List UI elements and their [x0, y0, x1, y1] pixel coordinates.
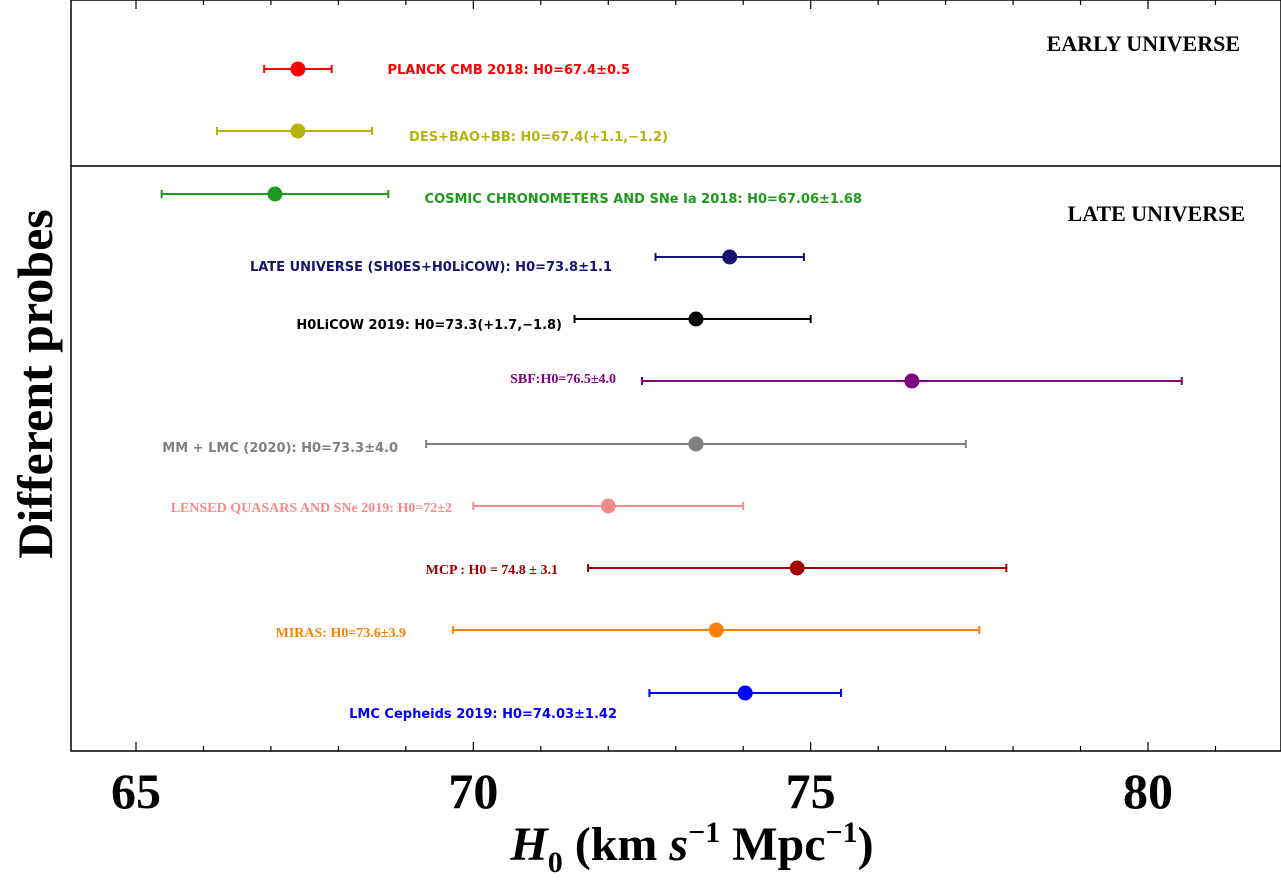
x-axis-title-s: s	[668, 818, 688, 871]
region-label-late: LATE UNIVERSE	[1068, 201, 1245, 226]
measurement-6: SBF:H0=76.5±4.0	[510, 372, 1183, 389]
measurement-10: MIRAS: H0=73.6±3.9	[276, 622, 981, 641]
measurement-label: SBF:H0=76.5±4.0	[510, 372, 616, 387]
measurement-5: H0LiCOW 2019: H0=73.3(+1.7,−1.8)	[296, 311, 812, 333]
x-axis-title-close: )	[858, 818, 874, 871]
data-point	[600, 498, 616, 514]
data-point	[267, 186, 283, 202]
data-point	[904, 373, 920, 389]
data-point	[708, 622, 724, 638]
x-tick-label: 75	[786, 763, 836, 819]
data-point	[688, 311, 704, 327]
x-tick-label: 65	[111, 763, 161, 819]
plot-frame	[70, 0, 1281, 752]
x-axis-title-units-a: (km	[563, 818, 670, 871]
data-point	[290, 123, 306, 139]
measurement-label: MM + LMC (2020): H0=73.3±4.0	[162, 441, 398, 456]
x-axis-title-sup-1: −1	[688, 816, 720, 849]
measurement-label: LATE UNIVERSE (SH0ES+H0LiCOW): H0=73.8±1…	[250, 260, 612, 275]
x-axis-title-symbol: H	[509, 818, 549, 871]
measurement-7: MM + LMC (2020): H0=73.3±4.0	[162, 436, 967, 456]
measurement-9: MCP : H0 = 74.8 ± 3.1	[426, 560, 1008, 578]
measurement-8: LENSED QUASARS AND SNe 2019: H0=72±2	[171, 498, 745, 516]
x-tick-label: 70	[448, 763, 498, 819]
data-point	[290, 61, 306, 77]
measurement-label: PLANCK CMB 2018: H0=67.4±0.5	[387, 63, 630, 78]
measurement-label: LENSED QUASARS AND SNe 2019: H0=72±2	[171, 501, 452, 516]
measurements: PLANCK CMB 2018: H0=67.4±0.5 DES+BAO+BB: …	[160, 61, 1183, 722]
x-axis-title-subscript: 0	[548, 846, 563, 879]
measurement-label: COSMIC CHRONOMETERS AND SNe Ia 2018: H0=…	[425, 192, 862, 207]
x-axis-ticks: 65 70 75 80	[111, 0, 1217, 819]
measurement-label: MCP : H0 = 74.8 ± 3.1	[426, 563, 558, 578]
x-axis-title-units-b: Mpc	[720, 818, 825, 871]
measurement-label: H0LiCOW 2019: H0=73.3(+1.7,−1.8)	[296, 318, 562, 333]
measurement-label: DES+BAO+BB: H0=67.4(+1.1,−1.2)	[409, 130, 668, 145]
measurement-2: DES+BAO+BB: H0=67.4(+1.1,−1.2)	[215, 123, 668, 145]
data-point	[688, 436, 704, 452]
x-axis-title: H0 (km s−1 Mpc−1)	[509, 816, 873, 879]
measurement-4: LATE UNIVERSE (SH0ES+H0LiCOW): H0=73.8±1…	[250, 249, 805, 275]
measurement-1: PLANCK CMB 2018: H0=67.4±0.5	[263, 61, 630, 78]
measurement-label: MIRAS: H0=73.6±3.9	[276, 626, 406, 641]
data-point	[789, 560, 805, 576]
measurement-3: COSMIC CHRONOMETERS AND SNe Ia 2018: H0=…	[160, 186, 862, 207]
x-tick-label: 80	[1123, 763, 1173, 819]
region-label-early: EARLY UNIVERSE	[1047, 31, 1240, 56]
measurement-label: LMC Cepheids 2019: H0=74.03±1.42	[349, 707, 617, 722]
data-point	[722, 249, 738, 265]
x-axis-title-sup-2: −1	[826, 816, 858, 849]
measurement-11: LMC Cepheids 2019: H0=74.03±1.42	[349, 685, 843, 722]
y-axis-title: Different probes	[7, 209, 63, 559]
data-point	[737, 685, 753, 701]
